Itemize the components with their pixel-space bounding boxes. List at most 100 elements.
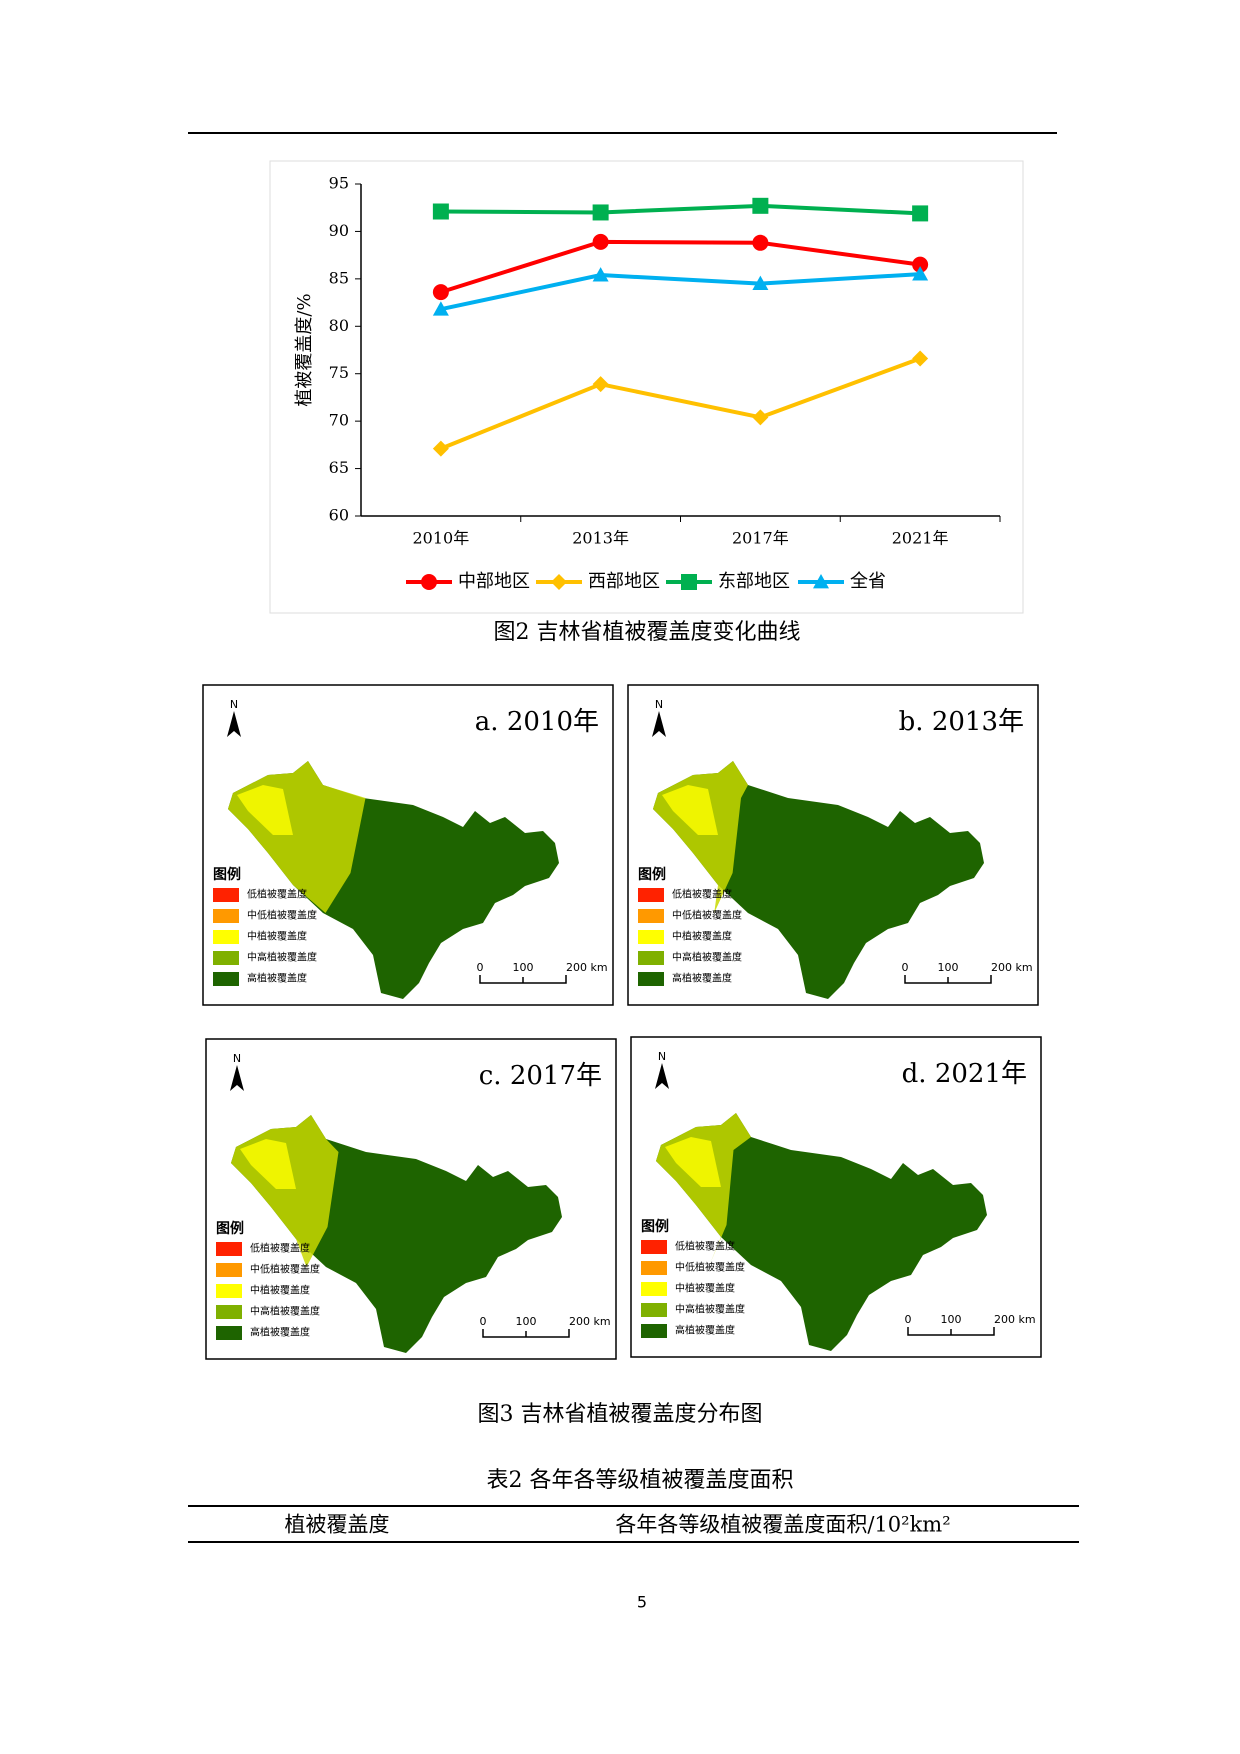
legend-label: 中高植被覆盖度 — [672, 951, 742, 964]
map-region — [656, 1113, 987, 1351]
map-west-region — [665, 1137, 721, 1187]
map-panel: b. 2013年 N 图例低植被覆盖度中低植被覆盖度中植被覆盖度中高植被覆盖度高植被… — [627, 684, 1039, 1006]
legend-swatch — [213, 888, 239, 902]
marker — [432, 301, 449, 316]
marker — [912, 256, 929, 273]
legend-title: 图例 — [216, 1220, 244, 1237]
legend-label: 中高植被覆盖度 — [250, 1305, 320, 1318]
series-line — [440, 272, 921, 312]
legend-label: 中低植被覆盖度 — [675, 1261, 745, 1274]
series-line — [440, 356, 921, 451]
legend-label: 中低植被覆盖度 — [250, 1263, 320, 1276]
legend-label: 高植被覆盖度 — [672, 972, 732, 985]
legend-swatch — [216, 1305, 242, 1319]
legend-swatch — [641, 1261, 667, 1275]
legend-swatch — [216, 1284, 242, 1298]
chart-frame — [269, 160, 1024, 614]
scale-label: 100 — [938, 961, 959, 974]
marker — [752, 197, 769, 214]
marker — [912, 266, 929, 281]
x-tick-label: 2021年 — [892, 529, 949, 548]
scale-label: 100 — [513, 961, 534, 974]
marker — [432, 203, 449, 220]
marker — [912, 205, 929, 222]
map-title: d. 2021年 — [902, 1059, 1027, 1089]
scale-label: 100 — [941, 1313, 962, 1326]
legend-label: 低植被覆盖度 — [250, 1242, 310, 1255]
legend-swatch — [213, 951, 239, 965]
legend-label: 中部地区 — [458, 571, 530, 592]
legend-label: 中高植被覆盖度 — [247, 951, 317, 964]
table-caption: 表2 各年各等级植被覆盖度面积 — [487, 1468, 794, 1493]
y-tick-label: 95 — [329, 174, 349, 193]
legend-swatch — [641, 1282, 667, 1296]
marker — [752, 409, 769, 426]
legend-label: 中低植被覆盖度 — [672, 909, 742, 922]
series-line — [440, 239, 921, 295]
legend-label: 中植被覆盖度 — [250, 1284, 310, 1297]
north-label: N — [658, 1050, 666, 1063]
legend-swatch — [641, 1324, 667, 1338]
x-tick-label: 2013年 — [572, 529, 629, 548]
marker — [592, 233, 609, 250]
legend-label: 低植被覆盖度 — [247, 888, 307, 901]
legend-swatch — [213, 930, 239, 944]
y-tick-label: 70 — [329, 411, 349, 430]
legend-label: 中低植被覆盖度 — [247, 909, 317, 922]
north-arrow — [652, 711, 666, 737]
table-header: 植被覆盖度 — [285, 1513, 390, 1537]
legend-swatch — [213, 909, 239, 923]
map-panel: a. 2010年 N 图例低植被覆盖度中低植被覆盖度中植被覆盖度中高植被覆盖度高植被… — [202, 684, 614, 1006]
page-number: 5 — [637, 1593, 647, 1612]
marker — [432, 440, 449, 457]
legend-swatch — [216, 1263, 242, 1277]
x-tick-label: 2010年 — [413, 529, 470, 548]
map-west-region — [237, 785, 293, 835]
marker — [592, 376, 609, 393]
map-panel: d. 2021年 N 图例低植被覆盖度中低植被覆盖度中植被覆盖度中高植被覆盖度高植被… — [630, 1036, 1042, 1358]
legend-swatch — [638, 909, 664, 923]
legend-swatch — [641, 1303, 667, 1317]
legend-title: 图例 — [213, 866, 241, 883]
legend-label: 高植被覆盖度 — [675, 1324, 735, 1337]
y-tick-label: 65 — [329, 458, 349, 477]
legend-label: 低植被覆盖度 — [675, 1240, 735, 1253]
scale-label: 0 — [905, 1313, 912, 1326]
legend-swatch — [638, 930, 664, 944]
scale-label: 200 km — [991, 961, 1033, 974]
marker — [592, 267, 609, 282]
scale-label: 200 km — [566, 961, 608, 974]
map-title: b. 2013年 — [899, 707, 1024, 737]
legend-label: 中植被覆盖度 — [247, 930, 307, 943]
legend-swatch — [216, 1326, 242, 1340]
map-west-region — [662, 785, 718, 835]
scale-label: 0 — [477, 961, 484, 974]
marker — [681, 574, 697, 590]
y-tick-label: 75 — [329, 363, 349, 382]
scale-label: 0 — [480, 1315, 487, 1328]
legend-swatch — [638, 888, 664, 902]
table-header: 各年各等级植被覆盖度面积/10²km² — [615, 1513, 950, 1537]
figure-caption: 图3 吉林省植被覆盖度分布图 — [478, 1402, 763, 1427]
legend-label: 低植被覆盖度 — [672, 888, 732, 901]
figure-caption: 图2 吉林省植被覆盖度变化曲线 — [494, 620, 801, 645]
marker — [912, 350, 929, 367]
north-arrow — [230, 1065, 244, 1091]
x-tick-label: 2017年 — [732, 529, 789, 548]
legend-swatch — [216, 1242, 242, 1256]
legend-swatch — [638, 951, 664, 965]
legend-label: 东部地区 — [718, 571, 790, 592]
marker — [421, 574, 437, 590]
legend-title: 图例 — [638, 866, 666, 883]
series-line — [440, 203, 921, 216]
north-label: N — [233, 1052, 241, 1065]
y-tick-label: 90 — [329, 221, 349, 240]
legend-label: 高植被覆盖度 — [247, 972, 307, 985]
scale-label: 0 — [902, 961, 909, 974]
marker — [432, 284, 449, 301]
legend-swatch — [641, 1240, 667, 1254]
scale-label: 200 km — [994, 1313, 1036, 1326]
map-title: c. 2017年 — [479, 1061, 602, 1091]
